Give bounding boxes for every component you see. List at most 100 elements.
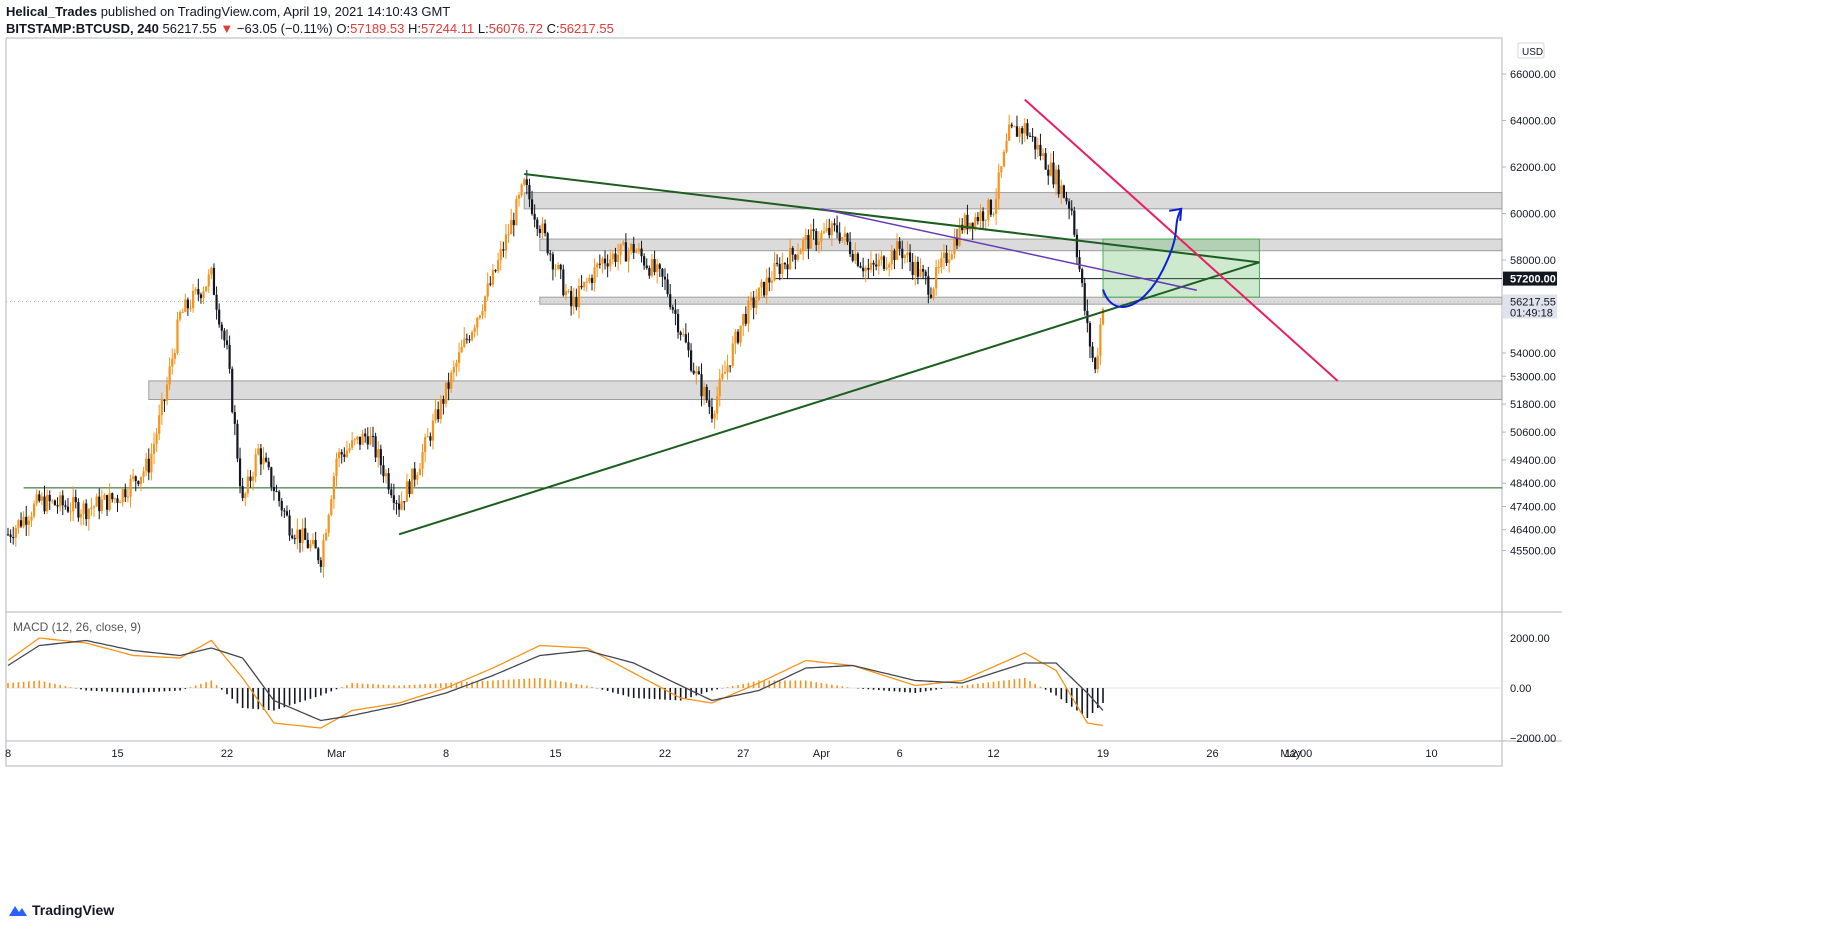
candle-body: [543, 223, 547, 234]
candle-body: [249, 476, 252, 481]
candle-body: [825, 227, 828, 232]
candle-body: [643, 256, 646, 266]
candle-body: [231, 368, 234, 413]
candle-body: [116, 498, 119, 503]
candle-body: [770, 280, 773, 283]
candle-body: [713, 413, 716, 419]
candle-body: [390, 489, 393, 496]
candle-body: [251, 476, 255, 481]
candle-body: [291, 535, 294, 539]
candle-body: [223, 330, 226, 341]
candle-body: [841, 237, 844, 241]
candle-body: [225, 340, 229, 345]
candle-body: [898, 241, 901, 249]
candle-body: [716, 396, 719, 414]
candle-body: [919, 268, 922, 277]
candle-body: [783, 263, 787, 265]
candle-body: [85, 503, 88, 520]
candle-body: [218, 309, 221, 325]
candle-body: [145, 458, 148, 472]
candle-body: [473, 327, 476, 333]
candle-body: [757, 287, 760, 301]
candle-body: [499, 249, 502, 261]
candle-body: [528, 184, 531, 200]
candle-body: [327, 515, 330, 533]
candle-body: [95, 496, 98, 507]
price-label-box: [1503, 271, 1557, 286]
candle-body: [669, 294, 672, 308]
candle-body: [742, 314, 745, 326]
candle-body: [19, 520, 23, 527]
candle-body: [781, 263, 784, 274]
candle-body: [640, 248, 643, 257]
candle-body: [30, 516, 33, 521]
candle-body: [635, 251, 638, 253]
time-axis-tick: 8: [443, 748, 449, 760]
candle-body: [1039, 144, 1042, 156]
drawings: [398, 98, 1339, 536]
candle-body: [517, 195, 521, 199]
candle-body: [431, 420, 435, 441]
candle-body: [165, 384, 169, 401]
last-price: 56217.55: [162, 21, 217, 36]
candle-body: [830, 223, 833, 236]
candle-body: [460, 346, 463, 353]
candle-body: [867, 267, 870, 270]
candle-body: [916, 261, 919, 277]
triangle-upper-line: [524, 172, 1260, 264]
candle-body: [726, 365, 729, 373]
candle-body: [588, 277, 591, 282]
candle-body: [851, 253, 854, 261]
time-axis-tick: 6: [897, 748, 903, 760]
candle-body: [504, 234, 508, 251]
candle-body: [416, 475, 419, 480]
candle-body: [987, 199, 990, 220]
candle-body: [937, 267, 940, 269]
candle-body: [1062, 185, 1065, 198]
candle-body: [1052, 162, 1055, 185]
candle-body: [835, 225, 839, 233]
candle-body: [199, 294, 203, 299]
candle-body: [124, 489, 127, 498]
price-axis-tick: 45500.00: [1510, 546, 1556, 558]
candle-body: [418, 468, 422, 476]
candle-body: [335, 458, 338, 477]
plot-border: [5, 37, 1503, 767]
candle-body: [718, 378, 721, 397]
candle-body: [113, 498, 116, 500]
open-value: 57189.53: [350, 21, 405, 36]
candle-body: [895, 241, 899, 260]
candle-body: [158, 415, 161, 434]
candle-body: [585, 281, 588, 283]
author-name[interactable]: Helical_Trades: [6, 4, 98, 19]
candle-body: [731, 343, 734, 366]
low-label: L:: [477, 21, 489, 36]
macd-axis-tick: −2000.00: [1510, 733, 1556, 745]
candle-body: [966, 214, 969, 230]
candle-body: [12, 536, 15, 538]
footer-brand[interactable]: TradingView: [8, 902, 114, 918]
candle-body: [564, 291, 568, 296]
candle-body: [703, 386, 706, 397]
price-axis-tick: 53000.00: [1510, 371, 1556, 383]
candle-body: [192, 290, 195, 309]
candle-body: [697, 371, 700, 375]
candle-body: [802, 240, 805, 251]
candle-body: [676, 313, 680, 333]
candle-body: [1034, 136, 1037, 150]
support-resistance-zone: [539, 238, 1503, 252]
candle-body: [614, 253, 617, 263]
candle-body: [765, 277, 768, 296]
candle-body: [924, 271, 927, 277]
time-axis-tick: 27: [737, 748, 749, 760]
candle-body: [744, 314, 747, 324]
candle-body: [846, 233, 849, 242]
candle-body: [377, 449, 380, 458]
candle-body: [663, 276, 667, 280]
candle-body: [280, 501, 283, 511]
candle-body: [181, 311, 184, 313]
candle-body: [468, 339, 471, 341]
candle-body: [484, 296, 487, 312]
candle-body: [789, 248, 792, 270]
